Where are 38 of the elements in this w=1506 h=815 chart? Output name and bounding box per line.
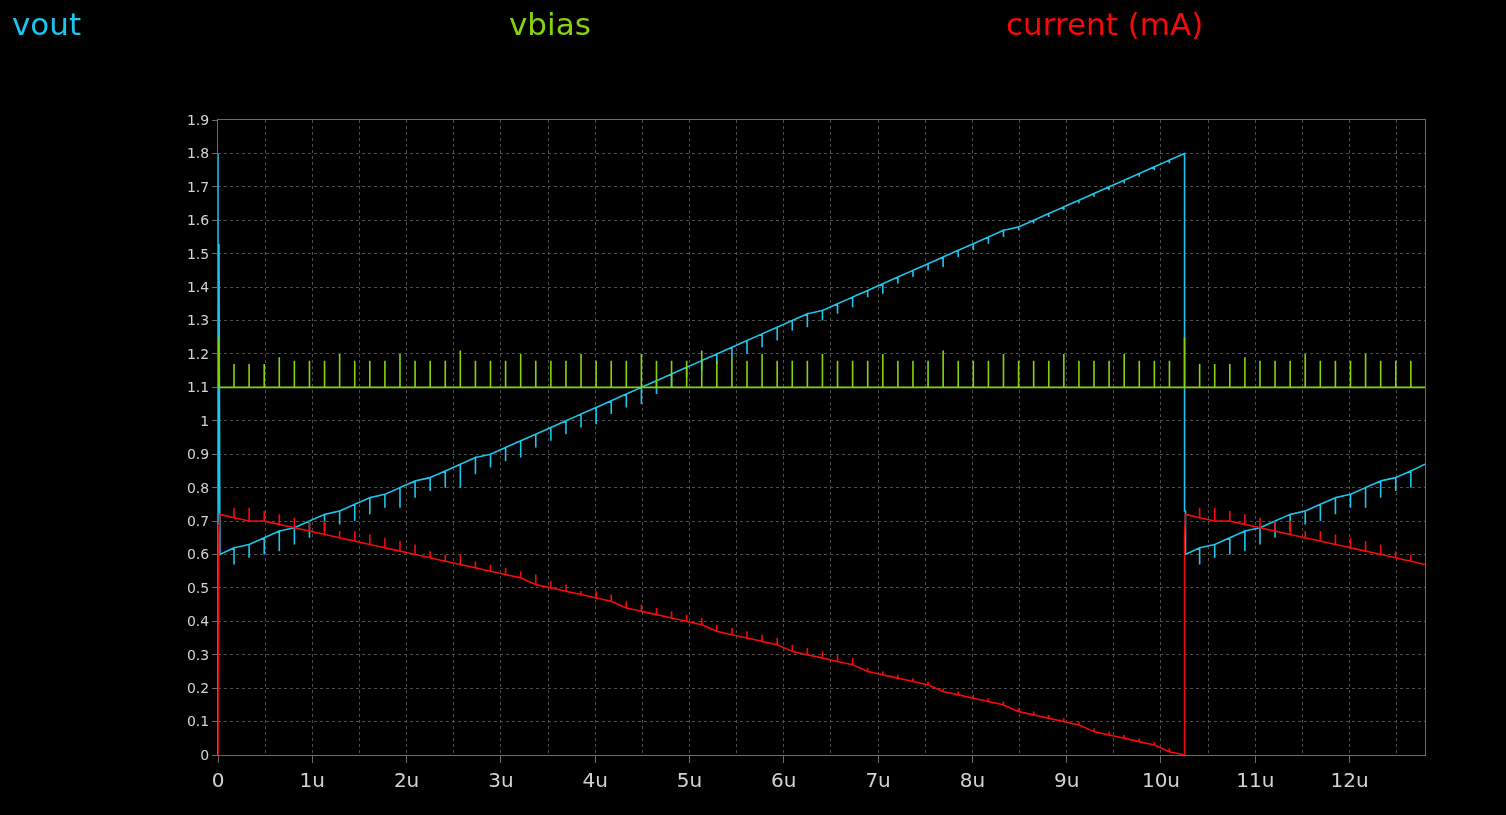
x-tick-label: 9u — [1053, 768, 1080, 792]
y-tick-label: 1.5 — [186, 245, 210, 262]
y-tick-label: 1.9 — [186, 111, 210, 128]
y-tick-label: 0.2 — [186, 680, 210, 697]
y-tick-label: 0.4 — [186, 613, 210, 630]
y-tick-label: 0.9 — [186, 446, 210, 463]
y-tick-label: 1.2 — [186, 345, 210, 362]
y-tick-label: 1.8 — [186, 145, 210, 162]
text: current (mA) — [1006, 6, 1204, 42]
y-tick-label: 1.7 — [186, 178, 210, 195]
x-tick-label: 11u — [1236, 768, 1275, 792]
x-tick-label: 8u — [959, 768, 986, 792]
line-series — [218, 152, 1425, 566]
y-tick-label: 1.3 — [186, 312, 210, 329]
x-tick-label: 3u — [488, 768, 514, 792]
y-tick-label: 0.6 — [186, 546, 210, 563]
y-tick-label: 0.3 — [186, 646, 210, 663]
y-tick-label: 1.6 — [186, 212, 210, 229]
y-tick-label: 1 — [200, 412, 210, 429]
y-tick-label: 1.1 — [186, 379, 210, 396]
x-tick-label: 1u — [299, 768, 325, 792]
x-tick-label: 10u — [1141, 768, 1181, 792]
text: vbias — [509, 6, 591, 42]
line-series — [218, 336, 1425, 389]
y-tick-label: 0.5 — [186, 579, 210, 596]
line-series — [218, 506, 1425, 755]
y-tick-label: 0.1 — [186, 713, 210, 730]
x-tick-label: 5u — [676, 768, 703, 792]
y-tick-label: 0.7 — [186, 512, 210, 529]
x-tick-label: 7u — [865, 768, 891, 792]
y-tick-label: 0.8 — [186, 479, 210, 496]
y-tick-label: 1.4 — [186, 279, 210, 296]
x-tick-label: 12u — [1330, 768, 1369, 792]
x-tick-label: 6u — [771, 768, 797, 792]
x-tick-label: 2u — [393, 768, 420, 792]
text: vout — [12, 6, 82, 42]
x-tick-label: 4u — [582, 768, 608, 792]
y-tick-label: 0 — [200, 746, 210, 763]
